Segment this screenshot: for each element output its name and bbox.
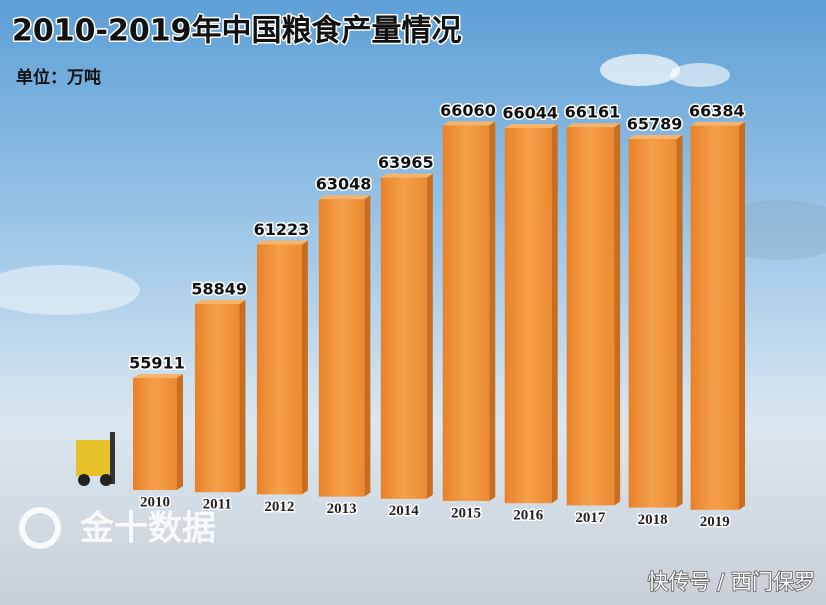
bar-side [239, 299, 246, 493]
bar [690, 125, 740, 510]
watermark-logo [19, 507, 61, 549]
x-tick-label: 2015 [451, 505, 481, 521]
value-label: 66044 [502, 104, 558, 123]
x-tick-label: 2017 [575, 510, 606, 526]
bar-top [690, 121, 746, 126]
value-label: 63048 [316, 175, 372, 194]
watermark: 金十数据 [79, 509, 216, 549]
bar-side [551, 124, 558, 504]
value-label: 55911 [129, 354, 185, 373]
x-tick-label: 2016 [513, 508, 544, 524]
forklift [76, 432, 115, 486]
value-label: 65789 [627, 115, 683, 134]
bar-top [380, 173, 433, 178]
bar-top [194, 299, 246, 304]
cloud [670, 63, 730, 87]
bar [318, 199, 365, 497]
subtitle: 单位：万吨 [16, 67, 101, 88]
value-label: 66384 [689, 101, 745, 120]
bar [194, 303, 240, 493]
bar-top [504, 124, 558, 129]
value-label: 63965 [378, 153, 434, 172]
x-tick-label: 2013 [327, 501, 357, 517]
bar [504, 128, 552, 504]
bar-top [256, 240, 308, 245]
bar-side [364, 195, 371, 497]
cloud [600, 54, 680, 86]
bar [256, 244, 302, 495]
bar-side [177, 374, 183, 490]
bar-top [566, 123, 621, 128]
bar-top [133, 374, 183, 378]
bar [442, 125, 490, 501]
value-label: 58849 [191, 279, 247, 298]
bar-side [301, 240, 308, 495]
bar [566, 127, 615, 506]
bar [133, 378, 177, 490]
bar-top [442, 121, 496, 126]
bar-side [676, 135, 683, 508]
x-tick-label: 2010 [140, 494, 170, 510]
x-tick-label: 2012 [264, 499, 294, 515]
x-tick-label: 2011 [203, 497, 232, 513]
bar-side [426, 173, 433, 499]
x-tick-label: 2019 [700, 514, 730, 530]
footer: 快传号 / 西门保罗 [648, 570, 815, 594]
bar-side [614, 123, 621, 506]
bar [628, 139, 677, 508]
chart-title: 2010-2019年中国粮食产量情况 [12, 14, 461, 49]
bar-side [739, 121, 746, 510]
bar-top [318, 195, 371, 200]
x-tick-label: 2018 [638, 512, 668, 528]
cloud [0, 265, 140, 315]
value-label: 66161 [565, 103, 621, 122]
x-tick-label: 2014 [389, 503, 420, 519]
bar [380, 177, 427, 499]
value-label: 61223 [254, 220, 310, 239]
bar-side [489, 121, 496, 501]
value-label: 66060 [440, 101, 496, 120]
bar-top [628, 135, 683, 140]
